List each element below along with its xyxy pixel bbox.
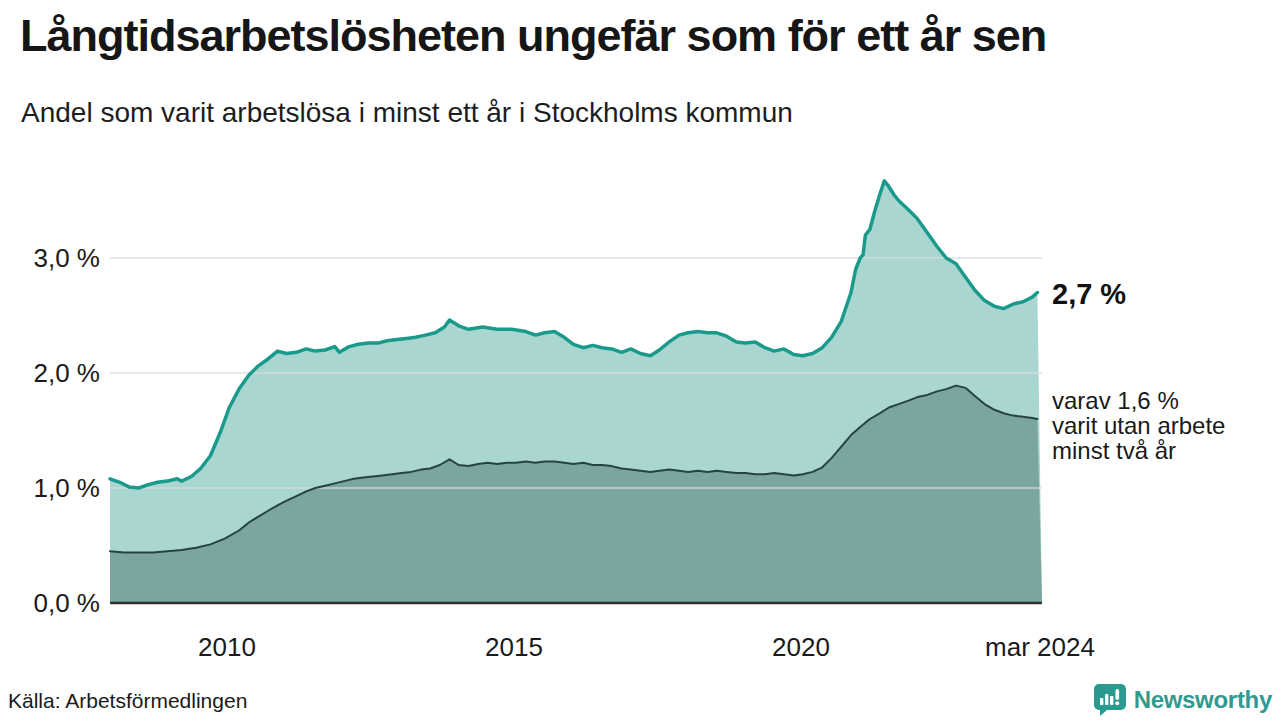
x-tick-2010: 2010	[147, 632, 307, 662]
source-note: Källa: Arbetsförmedlingen	[8, 689, 247, 713]
annotation-line: minst två år	[1052, 438, 1225, 463]
x-tick-2020: 2020	[721, 632, 881, 662]
latest-value-label: 2,7 %	[1052, 278, 1126, 311]
y-tick-2: 2,0 %	[0, 358, 100, 388]
y-tick-1: 1,0 %	[0, 473, 100, 503]
area-chart	[0, 0, 1280, 720]
secondary-series-annotation: varav 1,6 % varit utan arbete minst två …	[1052, 388, 1225, 463]
newsworthy-logo: Newsworthy	[1093, 683, 1272, 717]
brand-name: Newsworthy	[1134, 686, 1272, 714]
y-tick-3: 3,0 %	[0, 243, 100, 273]
x-tick-mar2024: mar 2024	[960, 632, 1120, 662]
x-tick-2015: 2015	[434, 632, 594, 662]
y-tick-0: 0,0 %	[0, 588, 100, 618]
annotation-line: varav 1,6 %	[1052, 388, 1225, 413]
newsworthy-speech-bubble-bar-chart-icon	[1093, 683, 1127, 717]
annotation-line: varit utan arbete	[1052, 413, 1225, 438]
